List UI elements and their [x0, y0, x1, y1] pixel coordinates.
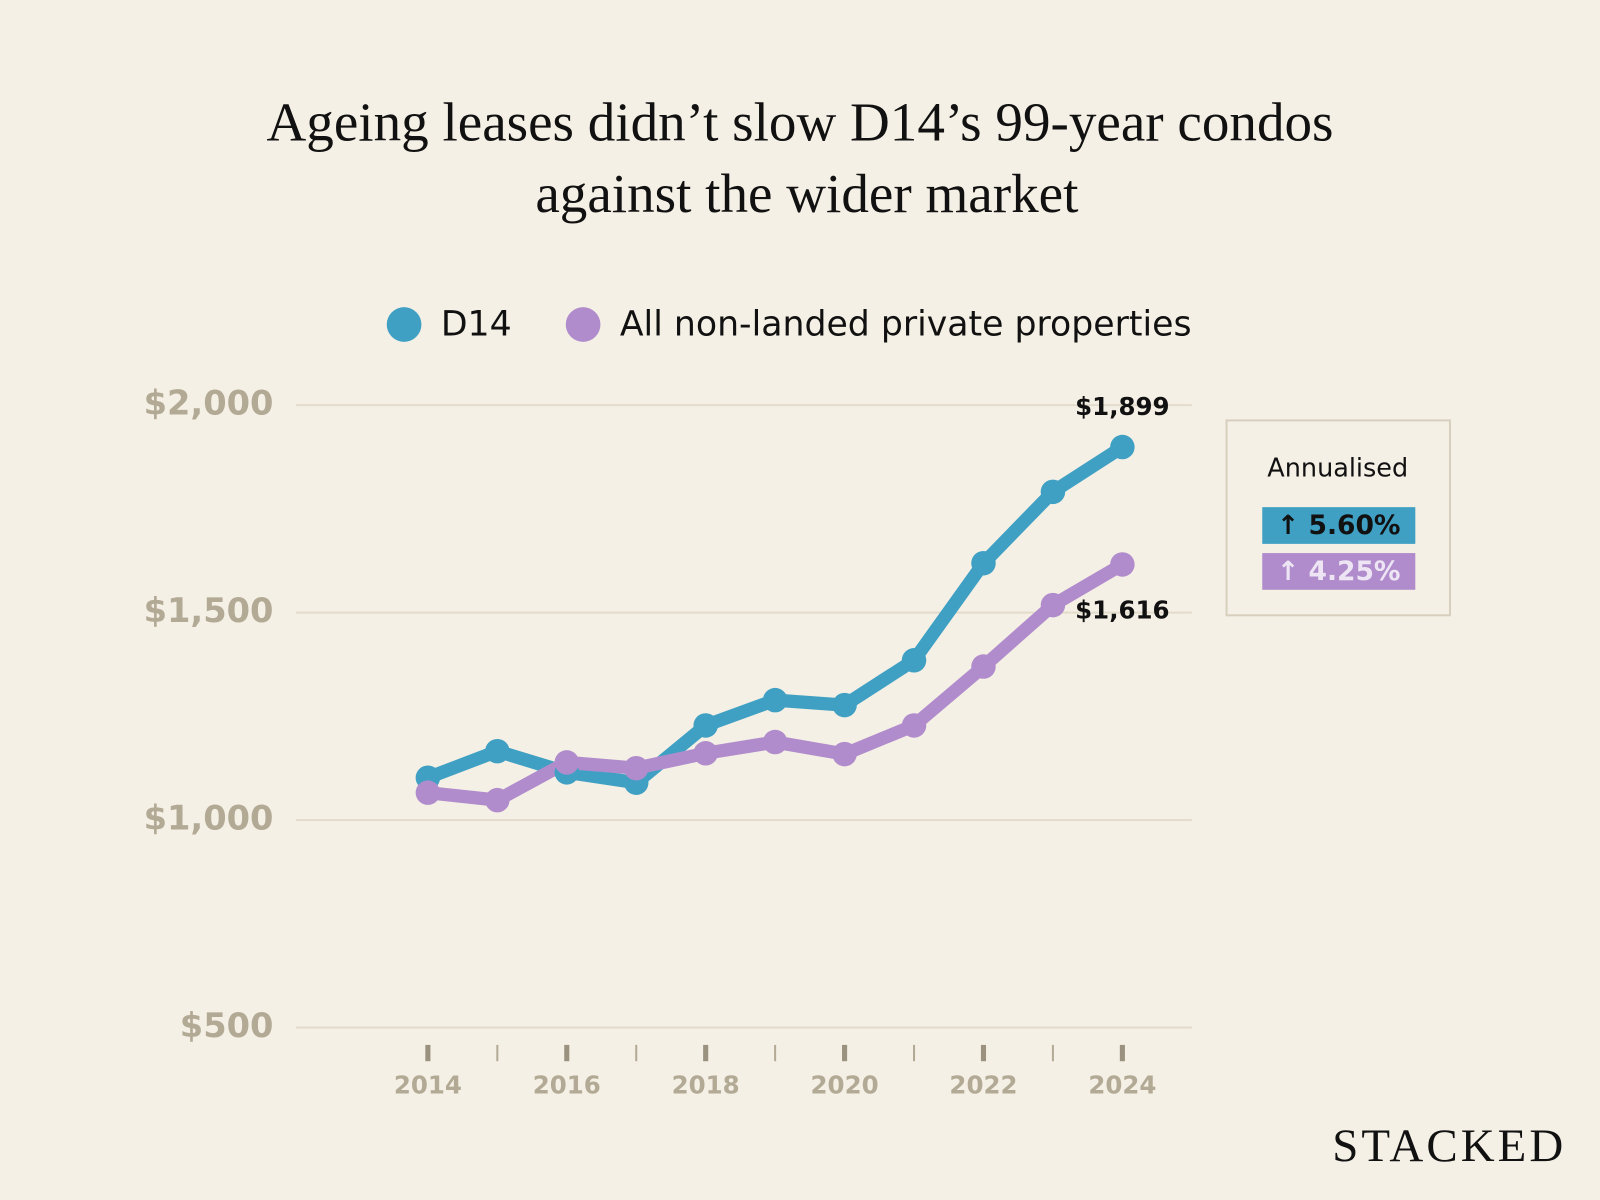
data-point	[971, 550, 996, 576]
badge-bg	[1262, 553, 1416, 590]
data-point	[485, 787, 510, 813]
data-point	[832, 741, 857, 767]
legend-label: D14	[441, 305, 512, 345]
data-point	[1110, 552, 1135, 577]
badge-label: ↑ 5.60%	[1277, 510, 1400, 541]
legend-marker	[565, 307, 601, 342]
data-point	[623, 755, 649, 781]
data-point	[1040, 592, 1066, 618]
x-tick-label: 2016	[533, 1071, 601, 1100]
data-point	[901, 648, 927, 673]
data-point	[415, 780, 441, 805]
data-point	[901, 713, 927, 738]
annualised-title: Annualised	[1267, 453, 1408, 483]
data-label: $1,616	[1075, 595, 1169, 624]
data-point	[1040, 479, 1066, 505]
data-point	[1110, 434, 1135, 460]
y-tick-label: $500	[180, 1006, 274, 1045]
badge-bg	[1262, 507, 1416, 544]
badge-label: ↑ 4.25%	[1277, 556, 1400, 587]
x-tick-label: 2018	[672, 1071, 740, 1100]
data-point	[485, 738, 510, 764]
legend-marker	[386, 307, 422, 342]
data-label: $1,899	[1075, 392, 1169, 421]
legend-label: All non-landed private properties	[620, 305, 1192, 345]
x-tick-label: 2020	[811, 1071, 879, 1100]
data-point	[693, 741, 718, 766]
data-point	[693, 713, 718, 738]
y-tick-label: $1,000	[144, 799, 274, 838]
y-tick-label: $2,000	[144, 384, 274, 423]
x-tick-label: 2014	[394, 1071, 462, 1100]
x-tick-label: 2024	[1088, 1071, 1156, 1100]
data-point	[832, 692, 857, 718]
data-point	[762, 687, 788, 713]
logo: STACKED	[1332, 1120, 1566, 1172]
chart-title: Ageing leases didn’t slow D14’s 99-year …	[266, 91, 1333, 223]
annualised-box	[1225, 419, 1452, 617]
data-point	[971, 654, 996, 679]
y-tick-label: $1,500	[144, 591, 274, 630]
data-point	[554, 750, 580, 775]
data-point	[762, 729, 788, 755]
x-tick-label: 2022	[949, 1071, 1017, 1100]
